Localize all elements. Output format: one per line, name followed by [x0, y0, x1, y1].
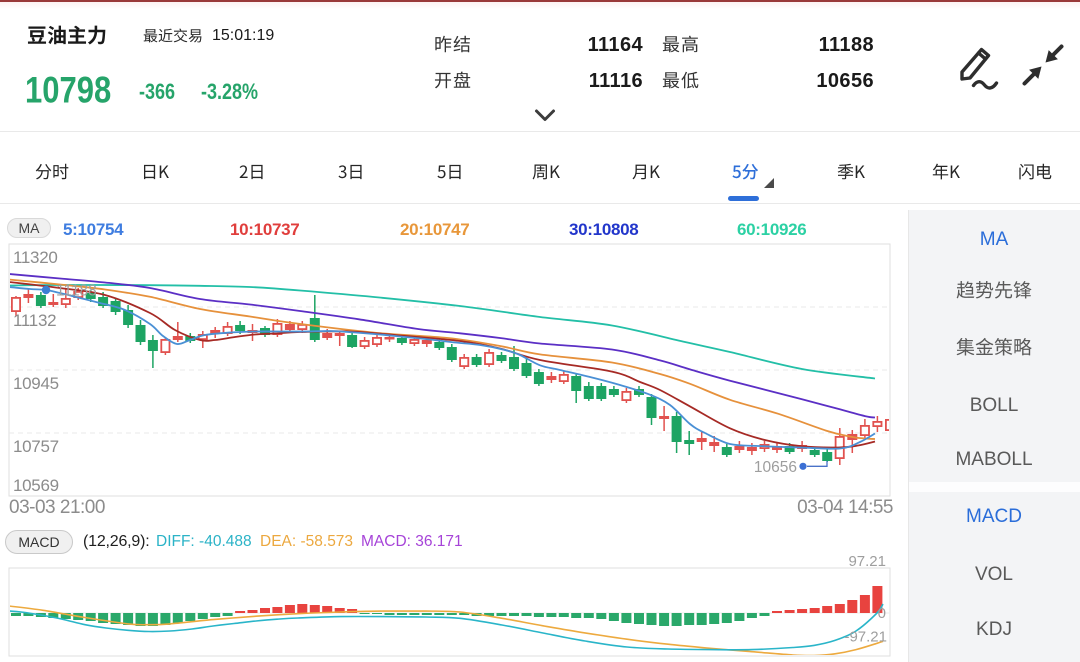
svg-text:10945: 10945 [13, 374, 59, 393]
svg-text:11320: 11320 [13, 248, 58, 267]
svg-text:03-04 14:55: 03-04 14:55 [797, 497, 893, 518]
svg-text:10656: 10656 [754, 459, 797, 476]
svg-text:10569: 10569 [13, 476, 59, 495]
svg-text:0: 0 [878, 605, 886, 622]
svg-text:-97.21: -97.21 [844, 629, 887, 646]
svg-text:10757: 10757 [13, 437, 59, 456]
svg-text:03-03 21:00: 03-03 21:00 [9, 497, 105, 518]
svg-text:11132: 11132 [13, 311, 56, 330]
svg-text:97.21: 97.21 [848, 553, 886, 570]
svg-text:11188: 11188 [56, 283, 97, 300]
